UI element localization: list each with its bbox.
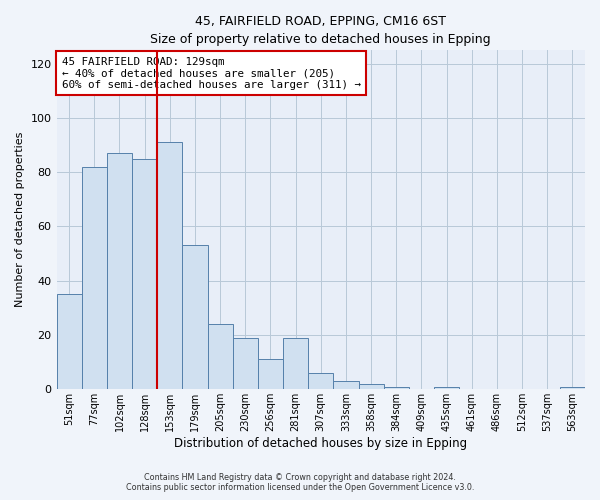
Text: 45 FAIRFIELD ROAD: 129sqm
← 40% of detached houses are smaller (205)
60% of semi: 45 FAIRFIELD ROAD: 129sqm ← 40% of detac… xyxy=(62,56,361,90)
Bar xyxy=(157,142,182,390)
Bar xyxy=(233,338,258,390)
Bar xyxy=(283,338,308,390)
Y-axis label: Number of detached properties: Number of detached properties xyxy=(15,132,25,308)
Bar xyxy=(182,246,208,390)
Bar xyxy=(107,153,132,390)
Bar xyxy=(308,373,334,390)
Title: 45, FAIRFIELD ROAD, EPPING, CM16 6ST
Size of property relative to detached house: 45, FAIRFIELD ROAD, EPPING, CM16 6ST Siz… xyxy=(151,15,491,46)
Text: Contains HM Land Registry data © Crown copyright and database right 2024.
Contai: Contains HM Land Registry data © Crown c… xyxy=(126,473,474,492)
Bar xyxy=(132,158,157,390)
X-axis label: Distribution of detached houses by size in Epping: Distribution of detached houses by size … xyxy=(174,437,467,450)
Bar xyxy=(82,166,107,390)
Bar xyxy=(560,386,585,390)
Bar xyxy=(208,324,233,390)
Bar xyxy=(359,384,383,390)
Bar xyxy=(434,386,459,390)
Bar xyxy=(383,386,409,390)
Bar xyxy=(334,381,359,390)
Bar xyxy=(56,294,82,390)
Bar xyxy=(258,360,283,390)
